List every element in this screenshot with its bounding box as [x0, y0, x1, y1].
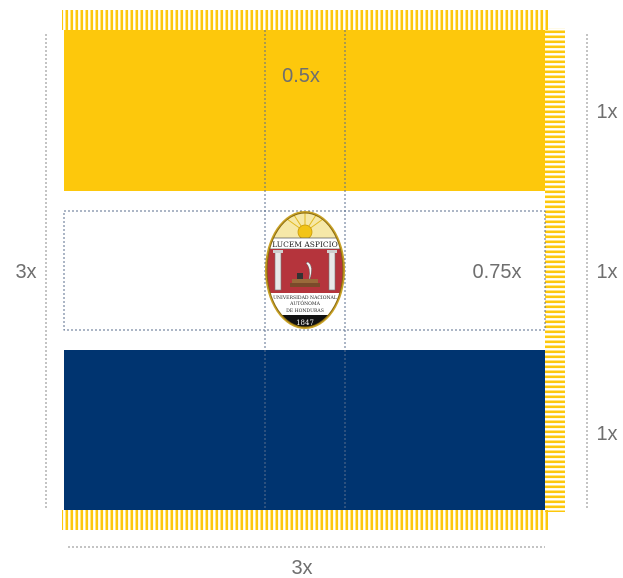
fringe-right	[545, 28, 565, 512]
total-width-label: 3x	[291, 557, 312, 578]
seal-name-line1: UNIVERSIDAD NACIONAL	[273, 295, 337, 301]
emblem-width-label: 0.5x	[282, 65, 320, 87]
stripe-blue	[64, 350, 545, 510]
stripe-label-bottom: 1x	[596, 423, 617, 445]
seal-name-line3: DE HONDURAS	[286, 308, 324, 314]
fringe-bottom	[62, 510, 548, 530]
university-seal-icon: LUCEM ASPICIO UNIVERSIDAD NACIONAL AUTÓN…	[265, 211, 345, 329]
seal-name-line2: AUTÓNOMA	[289, 299, 321, 307]
seal-motto: LUCEM ASPICIO	[272, 240, 338, 249]
fringe-top	[62, 10, 548, 30]
stripe-label-middle: 1x	[596, 261, 617, 283]
emblem-height-guide	[63, 210, 546, 331]
total-height-label: 3x	[15, 261, 36, 283]
dimension-lines	[45, 34, 588, 548]
stripe-gold	[64, 30, 545, 191]
emblem-height-label: 0.75x	[473, 261, 522, 283]
stripe-label-top: 1x	[596, 101, 617, 123]
seal-year: 1847	[296, 319, 314, 327]
flag-fringe	[62, 10, 565, 530]
